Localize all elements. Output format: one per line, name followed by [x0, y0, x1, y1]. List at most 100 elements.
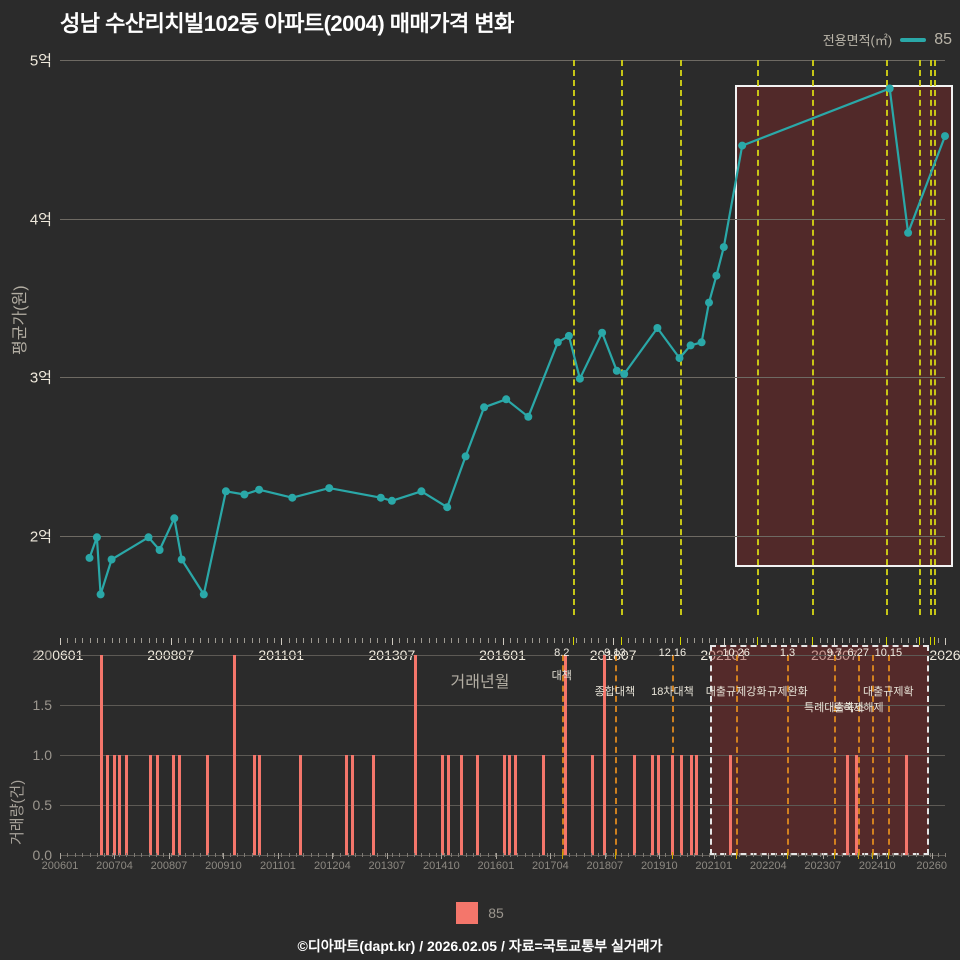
price-x-tick	[827, 638, 828, 643]
price-data-point	[712, 271, 721, 280]
volume-annotation-label: 대책	[551, 670, 572, 682]
volume-x-tick	[738, 853, 740, 857]
volume-x-tick	[288, 853, 290, 857]
volume-x-tick	[355, 853, 356, 857]
volume-x-tick	[340, 853, 342, 857]
price-data-point	[144, 533, 153, 542]
price-x-tick	[296, 638, 297, 643]
volume-x-tick	[620, 853, 622, 857]
volume-x-tick	[480, 853, 482, 857]
price-x-tick	[332, 638, 334, 643]
volume-annotation-label: 종합대책	[594, 686, 636, 698]
price-x-policy-tick	[886, 637, 887, 645]
price-data-point	[461, 452, 470, 461]
volume-gridline	[60, 705, 945, 706]
volume-x-tick-major	[604, 853, 606, 859]
volume-x-tick-major	[223, 853, 225, 859]
price-x-tick	[178, 638, 179, 643]
price-x-tick	[251, 638, 253, 643]
volume-x-tick	[930, 853, 932, 857]
price-x-tick	[495, 638, 497, 643]
volume-annotation-label: 대출규제확	[863, 686, 914, 698]
volume-x-tick	[192, 853, 194, 857]
volume-x-tick	[126, 853, 128, 857]
volume-x-tick	[96, 853, 98, 857]
volume-x-tick	[576, 853, 578, 857]
volume-x-tick-label: 201910	[640, 860, 678, 872]
price-data-point	[705, 298, 713, 307]
price-chart: 평균가(원) 2억 3억 4억 5억 200601 200807 201101 201307…	[0, 53, 960, 692]
volume-x-tick	[849, 853, 851, 857]
volume-x-tick	[155, 853, 157, 857]
price-x-tick	[377, 638, 379, 643]
volume-x-tick	[886, 853, 887, 857]
volume-x-tick	[937, 853, 939, 857]
price-x-tick	[546, 638, 548, 643]
price-x-tick	[709, 638, 710, 643]
price-x-tick	[126, 638, 128, 643]
volume-x-tick	[296, 853, 297, 857]
price-data-point	[524, 412, 533, 421]
volume-annotation-label: 토허제해제	[832, 702, 884, 714]
price-x-tick	[421, 638, 423, 643]
price-x-tick-major	[834, 638, 836, 645]
volume-x-tick	[915, 853, 917, 857]
price-plot-area: 2억 3억 4억 5억	[30, 53, 953, 615]
volume-bar	[542, 755, 546, 855]
volume-bar	[344, 755, 348, 855]
price-x-tick	[524, 638, 526, 643]
volume-x-tick	[804, 853, 806, 857]
price-x-tick	[347, 638, 349, 643]
legend-top: 전용면적(㎡) 85	[823, 30, 952, 49]
price-x-tick	[908, 638, 910, 643]
price-x-tick	[237, 638, 238, 643]
volume-chart: 거래량(건) 0.0 0.5 1.0 1.5 2.0 8.2 대책 9.13 종합대책 12.16…	[0, 645, 960, 885]
volume-bar	[149, 755, 153, 855]
price-x-tick	[561, 638, 563, 643]
volume-annotation-label: 규제완화	[767, 686, 808, 698]
volume-x-tick	[723, 853, 725, 857]
volume-x-tick	[753, 853, 755, 857]
volume-x-tick	[473, 853, 474, 857]
volume-bar	[679, 755, 683, 855]
price-x-tick	[849, 638, 851, 643]
price-x-tick	[605, 638, 607, 643]
price-data-point	[255, 485, 264, 494]
price-x-tick	[288, 638, 290, 643]
price-policy-line	[756, 60, 759, 615]
price-x-tick	[937, 638, 939, 643]
volume-bar	[371, 755, 375, 855]
legend-bottom-value: 85	[488, 905, 504, 921]
volume-x-policy-tick	[614, 852, 616, 859]
volume-x-tick	[443, 853, 445, 857]
volume-x-tick	[650, 853, 651, 857]
price-x-tick	[841, 638, 843, 643]
page-title: 성남 수산리치빌102동 아파트(2004) 매매가격 변화	[60, 11, 514, 36]
price-x-tick	[340, 638, 342, 643]
price-x-tick	[104, 638, 106, 643]
volume-x-tick	[414, 853, 415, 857]
volume-x-tick	[148, 853, 150, 857]
volume-x-tick	[266, 853, 268, 857]
price-x-tick	[450, 638, 452, 643]
price-data-point	[85, 553, 94, 562]
price-data-point	[675, 354, 684, 363]
price-data-point	[620, 370, 629, 378]
price-x-tick	[67, 638, 69, 643]
volume-x-tick-label: 202101	[695, 860, 733, 872]
price-x-tick	[89, 638, 91, 643]
volume-x-tick	[635, 853, 637, 857]
price-x-tick	[214, 638, 216, 643]
volume-x-tick	[782, 853, 784, 857]
volume-x-tick-major	[659, 853, 661, 859]
price-x-tick	[716, 638, 718, 643]
volume-x-tick-label: 200910	[205, 860, 242, 872]
volume-x-tick	[657, 853, 659, 857]
price-x-tick	[745, 638, 747, 643]
volume-x-tick	[214, 853, 216, 857]
volume-x-tick	[679, 853, 681, 857]
volume-x-tick	[237, 853, 238, 857]
volume-x-tick	[399, 853, 401, 857]
price-x-policy-tick	[930, 637, 932, 645]
price-x-policy-tick	[812, 637, 814, 645]
